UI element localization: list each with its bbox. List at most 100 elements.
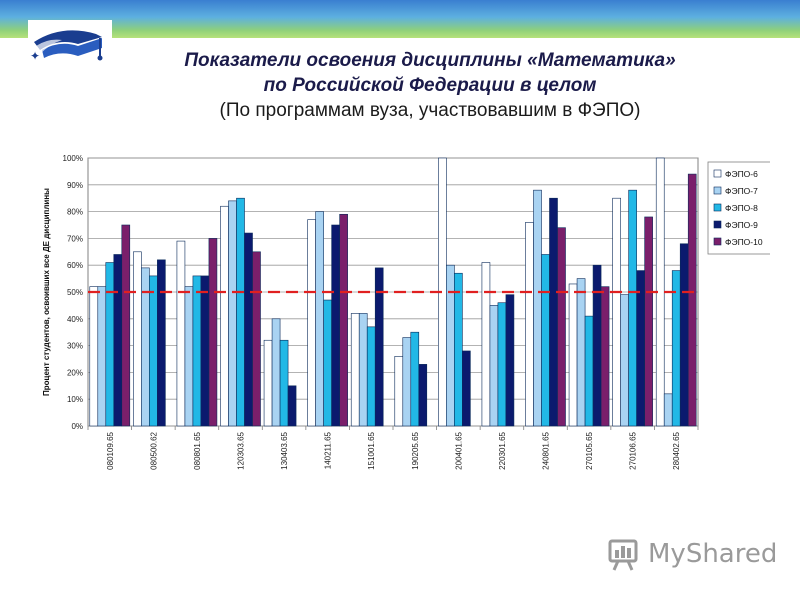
bar [541,254,550,427]
x-tick-label: 130403.65 [280,431,289,469]
bar [497,302,507,427]
bar [402,337,412,427]
bar [228,200,237,427]
bar [315,211,324,427]
page-title-line1: Показатели освоения дисциплины «Математи… [184,50,676,71]
bar [287,385,297,427]
logo: ✦ [28,20,112,74]
page-title-line2: по Российской Федерации в целом [263,75,597,96]
bar [208,238,218,427]
legend-swatch [713,237,722,246]
bar [663,393,673,427]
x-tick-label: 200401.65 [454,431,463,469]
bar [200,275,210,427]
bar [489,305,499,427]
bar [525,222,534,427]
legend-label: ФЭПО-7 [725,186,758,196]
watermark-text: MyShared [648,539,778,569]
y-tick-label: 60% [67,261,83,270]
legend-label: ФЭПО-6 [725,169,758,179]
bar [323,299,332,427]
bar [481,262,491,427]
bar [394,356,404,427]
bar [462,350,471,427]
bar [592,264,602,427]
x-tick-label: 151001.65 [367,431,376,469]
bar [636,270,645,427]
y-tick-label: 40% [67,315,83,324]
x-tick-label: 120303.65 [237,431,246,469]
y-tick-label: 70% [67,234,83,243]
bar [600,286,610,427]
x-tick-label: 240801.65 [542,431,551,469]
bar [687,173,697,427]
page-subtitle: (По программам вуза, участвовавшим в ФЭП… [219,100,641,121]
legend-label: ФЭПО-9 [725,220,758,230]
legend-swatch [713,203,722,212]
y-tick-label: 0% [71,422,83,431]
bar [105,262,115,427]
bar [331,224,340,427]
bar [671,270,681,427]
bar [410,331,420,427]
legend-label: ФЭПО-10 [725,237,763,247]
y-tick-label: 100% [63,154,83,163]
title-block: Показатели освоения дисциплины «Математи… [120,48,740,124]
bar [236,197,245,427]
bar [157,259,166,427]
bar [557,227,566,427]
x-tick-label: 140211.65 [324,431,333,469]
legend-label: ФЭПО-8 [725,203,758,213]
svg-text:✦: ✦ [30,49,40,63]
bar [184,286,194,427]
bar [533,189,542,427]
bar [244,232,253,427]
x-tick-label: 080801.65 [193,431,202,469]
bar [263,339,273,427]
y-axis-label: Процент студентов, освоивших все ДЕ дисц… [42,188,51,396]
bar [549,197,558,427]
bar [628,189,637,427]
graduation-cap-icon: ✦ [30,30,103,63]
bar [220,205,229,427]
x-tick-label: 280402.65 [672,431,681,469]
bar [576,278,586,427]
bar [612,197,621,427]
legend-swatch [713,186,722,195]
watermark: MyShared [606,536,777,572]
bar [454,272,463,427]
bar [505,294,515,427]
x-tick-label: 220301.65 [498,431,507,469]
bar [192,275,202,427]
bar [446,264,455,427]
x-tick-label: 080109.65 [106,431,115,469]
legend-swatch [713,169,722,178]
bar [271,318,281,427]
bar [584,315,594,427]
bar [644,216,653,427]
top-band [0,0,800,38]
bar [620,294,629,427]
bar [358,313,368,427]
bar [679,243,689,427]
bar [339,213,348,427]
y-tick-label: 80% [67,208,83,217]
y-tick-label: 90% [67,181,83,190]
bar [252,251,261,427]
chart-container: 0% 10% 20% 30% 40% 50% 60% 70% 80% 90% 100% Процент… [40,150,775,510]
bar [176,240,186,427]
x-tick-label: 270106.65 [629,431,638,469]
bar [307,219,316,427]
bar [113,254,123,427]
y-tick-label: 10% [67,395,83,404]
bar-chart: 0% 10% 20% 30% 40% 50% 60% 70% 80% 90% 100% Процент… [42,154,775,470]
x-tick-label: 270105.65 [585,431,594,469]
y-tick-label: 50% [67,288,83,297]
y-tick-label: 30% [67,342,83,351]
x-tick-label: 080500.62 [149,431,158,469]
presentation-board-icon [608,539,638,571]
bar [418,364,428,427]
bar [374,267,384,427]
bar [149,275,158,427]
bar [121,224,131,427]
